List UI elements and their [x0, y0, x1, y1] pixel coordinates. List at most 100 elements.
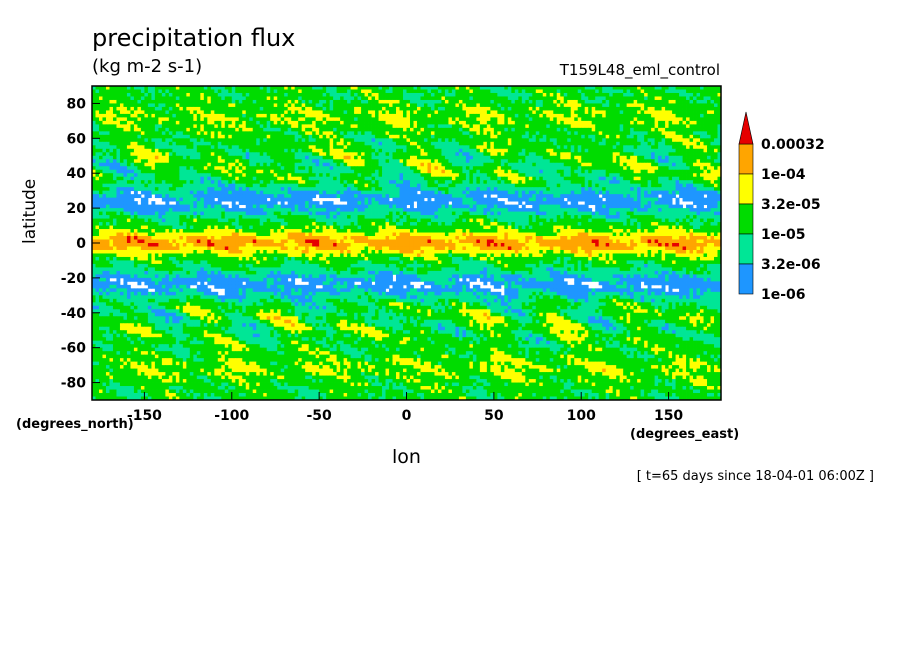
- field-cell: [469, 110, 474, 115]
- field-cell: [630, 148, 635, 153]
- field-cell: [644, 96, 649, 101]
- field-cell: [675, 166, 680, 171]
- field-cell: [287, 113, 292, 118]
- field-cell: [375, 145, 379, 150]
- field-cell: [539, 159, 544, 164]
- field-cell: [158, 113, 163, 118]
- field-cell: [375, 152, 379, 157]
- field-cell: [518, 96, 523, 101]
- field-cell: [221, 86, 226, 90]
- field-cell: [193, 99, 198, 104]
- field-cell: [364, 176, 369, 181]
- field-cell: [493, 120, 498, 125]
- field-cell: [95, 148, 100, 153]
- field-cell: [490, 138, 495, 143]
- field-cell: [392, 155, 397, 160]
- field-cell: [378, 124, 383, 129]
- field-cell: [354, 110, 358, 115]
- field-cell: [340, 86, 344, 90]
- field-cell: [312, 124, 317, 129]
- field-cell: [371, 162, 376, 167]
- field-cell: [598, 138, 603, 143]
- field-cell: [493, 169, 498, 174]
- field-cell: [511, 134, 516, 139]
- field-cell: [539, 117, 544, 122]
- field-cell: [465, 141, 470, 146]
- field-cell: [532, 162, 537, 167]
- field-cell: [476, 110, 481, 115]
- field-cell: [577, 96, 582, 101]
- field-cell: [315, 103, 320, 108]
- field-cell: [231, 138, 236, 143]
- field-cell: [249, 169, 254, 174]
- field-cell: [273, 103, 278, 108]
- field-cell: [119, 145, 124, 150]
- field-cell: [224, 99, 229, 104]
- field-cell: [326, 148, 331, 153]
- field-cell: [710, 145, 715, 150]
- field-cell: [430, 113, 435, 118]
- field-cell: [189, 131, 194, 136]
- field-cell: [427, 113, 432, 118]
- field-cell: [462, 127, 467, 132]
- field-cell: [266, 138, 271, 143]
- field-cell: [542, 113, 547, 118]
- field-cell: [717, 113, 721, 118]
- field-cell: [172, 120, 177, 125]
- field-cell: [98, 176, 103, 181]
- field-cell: [448, 110, 453, 115]
- field-cell: [123, 173, 128, 178]
- field-cell: [326, 166, 331, 171]
- field-cell: [469, 152, 474, 157]
- field-cell: [140, 155, 145, 160]
- field-cell: [266, 110, 271, 115]
- field-cell: [228, 99, 233, 104]
- field-cell: [375, 141, 379, 146]
- field-cell: [175, 110, 180, 115]
- field-cell: [689, 155, 694, 160]
- field-cell: [693, 173, 697, 178]
- field-cell: [714, 148, 718, 153]
- field-cell: [714, 96, 718, 101]
- field-cell: [347, 117, 351, 122]
- field-cell: [378, 92, 383, 97]
- field-cell: [403, 145, 407, 150]
- field-cell: [427, 134, 432, 139]
- field-cell: [151, 155, 156, 160]
- field-cell: [458, 99, 463, 104]
- field-cell: [647, 152, 652, 157]
- field-cell: [196, 92, 201, 97]
- field-cell: [525, 166, 530, 171]
- field-cell: [612, 117, 617, 122]
- field-cell: [637, 131, 642, 136]
- field-cell: [294, 120, 299, 125]
- field-cell: [514, 155, 519, 160]
- field-cell: [126, 92, 131, 97]
- field-cell: [616, 134, 621, 139]
- field-cell: [595, 131, 600, 136]
- field-cell: [679, 113, 683, 118]
- field-cell: [228, 162, 233, 167]
- field-cell: [406, 176, 411, 181]
- field-cell: [707, 176, 711, 181]
- field-cell: [371, 92, 376, 97]
- field-cell: [133, 155, 138, 160]
- field-cell: [277, 134, 282, 139]
- field-cell: [399, 99, 404, 104]
- field-cell: [326, 113, 331, 118]
- field-cell: [249, 110, 254, 115]
- field-cell: [567, 173, 572, 178]
- field-cell: [161, 159, 166, 164]
- field-cell: [602, 159, 607, 164]
- field-cell: [305, 180, 310, 185]
- field-cell: [528, 166, 533, 171]
- field-cell: [637, 103, 642, 108]
- field-cell: [242, 169, 247, 174]
- field-cell: [437, 141, 442, 146]
- field-cell: [707, 138, 711, 143]
- field-cell: [483, 169, 488, 174]
- field-cell: [256, 124, 261, 129]
- field-cell: [252, 99, 257, 104]
- field-cell: [158, 138, 163, 143]
- field-cell: [263, 124, 268, 129]
